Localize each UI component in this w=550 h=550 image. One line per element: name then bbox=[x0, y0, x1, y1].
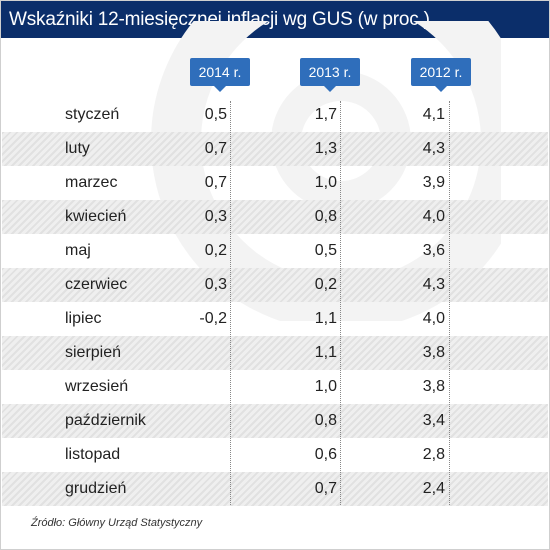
column-separator bbox=[340, 101, 341, 505]
column-separator bbox=[449, 101, 450, 505]
value-cell-2013: 1,0 bbox=[314, 378, 337, 395]
column-separator bbox=[230, 101, 231, 505]
value-cell-2013: 0,6 bbox=[314, 446, 337, 463]
value-cell-2012: 3,4 bbox=[422, 412, 445, 429]
value-cell-2012: 4,3 bbox=[422, 140, 445, 157]
value-cell-2014 bbox=[167, 336, 227, 370]
value-cell-2014: 0,5 bbox=[204, 106, 227, 123]
month-label: wrzesień bbox=[65, 378, 129, 395]
chart-title: Wskaźniki 12-miesięcznej inflacji wg GUS… bbox=[9, 8, 430, 30]
value-cell-2013: 1,7 bbox=[314, 106, 337, 123]
column-header-2014: 2014 r. bbox=[190, 58, 250, 92]
value-cell-2012: 3,8 bbox=[422, 378, 445, 395]
value-cell-2014: 0,7 bbox=[204, 140, 227, 157]
value-cell-2012: 3,9 bbox=[422, 174, 445, 191]
value-cell-2013: 0,8 bbox=[314, 208, 337, 225]
value-cell-2014: 0,7 bbox=[204, 174, 227, 191]
month-label: luty bbox=[65, 140, 90, 157]
month-label: kwiecień bbox=[65, 208, 127, 225]
table-row: sierpień 1,1 3,8 bbox=[2, 336, 548, 370]
value-cell-2014 bbox=[167, 472, 227, 506]
table-row: kwiecień 0,3 0,8 4,0 bbox=[2, 200, 548, 234]
value-cell-2014: 0,2 bbox=[204, 242, 227, 259]
value-cell-2014 bbox=[167, 404, 227, 438]
table-row: marzec 0,7 1,0 3,9 bbox=[2, 166, 548, 200]
table-row: grudzień 0,7 2,4 bbox=[2, 472, 548, 506]
value-cell-2014: 0,3 bbox=[204, 208, 227, 225]
source-note: Źródło: Główny Urząd Statystyczny bbox=[31, 517, 203, 529]
value-cell-2013: 1,1 bbox=[314, 344, 337, 361]
value-cell-2014: 0,3 bbox=[204, 276, 227, 293]
value-cell-2012: 4,3 bbox=[422, 276, 445, 293]
value-cell-2014: -0,2 bbox=[199, 310, 227, 327]
value-cell-2013: 0,2 bbox=[314, 276, 337, 293]
value-cell-2012: 2,8 bbox=[422, 446, 445, 463]
month-label: marzec bbox=[65, 174, 118, 191]
value-cell-2012: 3,6 bbox=[422, 242, 445, 259]
value-cell-2013: 0,8 bbox=[314, 412, 337, 429]
table-row: październik 0,8 3,4 bbox=[2, 404, 548, 438]
table-row: maj 0,2 0,5 3,6 bbox=[2, 234, 548, 268]
month-label: październik bbox=[65, 412, 146, 429]
value-cell-2013: 1,1 bbox=[314, 310, 337, 327]
title-bar: Wskaźniki 12-miesięcznej inflacji wg GUS… bbox=[1, 1, 549, 38]
value-cell-2014 bbox=[167, 370, 227, 404]
month-label: listopad bbox=[65, 446, 121, 463]
value-cell-2012: 3,8 bbox=[422, 344, 445, 361]
value-cell-2012: 4,0 bbox=[422, 310, 445, 327]
month-label: styczeń bbox=[65, 106, 120, 123]
month-label: czerwiec bbox=[65, 276, 128, 293]
table-row: wrzesień 1,0 3,8 bbox=[2, 370, 548, 404]
value-cell-2013: 1,3 bbox=[314, 140, 337, 157]
value-cell-2012: 4,1 bbox=[422, 106, 445, 123]
value-cell-2012: 4,0 bbox=[422, 208, 445, 225]
column-header-2012: 2012 r. bbox=[411, 58, 471, 92]
month-label: sierpień bbox=[65, 344, 122, 361]
value-cell-2013: 0,5 bbox=[314, 242, 337, 259]
month-label: lipiec bbox=[65, 310, 102, 327]
month-label: maj bbox=[65, 242, 91, 259]
value-cell-2013: 0,7 bbox=[314, 480, 337, 497]
table-row: lipiec -0,2 1,1 4,0 bbox=[2, 302, 548, 336]
table-row: styczeń 0,5 1,7 4,1 bbox=[2, 98, 548, 132]
month-label: grudzień bbox=[65, 480, 127, 497]
table-body: styczeń 0,5 1,7 4,1 luty 0,7 1,3 4,3 marzec 0,7 1,… bbox=[2, 98, 548, 506]
table-row: listopad 0,6 2,8 bbox=[2, 438, 548, 472]
table-row: luty 0,7 1,3 4,3 bbox=[2, 132, 548, 166]
column-header-2013: 2013 r. bbox=[300, 58, 360, 92]
value-cell-2012: 2,4 bbox=[422, 480, 445, 497]
value-cell-2014 bbox=[167, 438, 227, 472]
table-row: czerwiec 0,3 0,2 4,3 bbox=[2, 268, 548, 302]
value-cell-2013: 1,0 bbox=[314, 174, 337, 191]
